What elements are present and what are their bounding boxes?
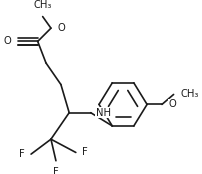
Text: O: O — [3, 36, 11, 46]
Text: F: F — [82, 147, 88, 157]
Text: NH: NH — [95, 108, 110, 118]
Text: F: F — [19, 149, 24, 159]
Text: CH₃: CH₃ — [179, 89, 198, 100]
Text: CH₃: CH₃ — [33, 0, 52, 10]
Text: F: F — [53, 167, 59, 174]
Text: O: O — [168, 99, 176, 109]
Text: O: O — [57, 23, 65, 33]
